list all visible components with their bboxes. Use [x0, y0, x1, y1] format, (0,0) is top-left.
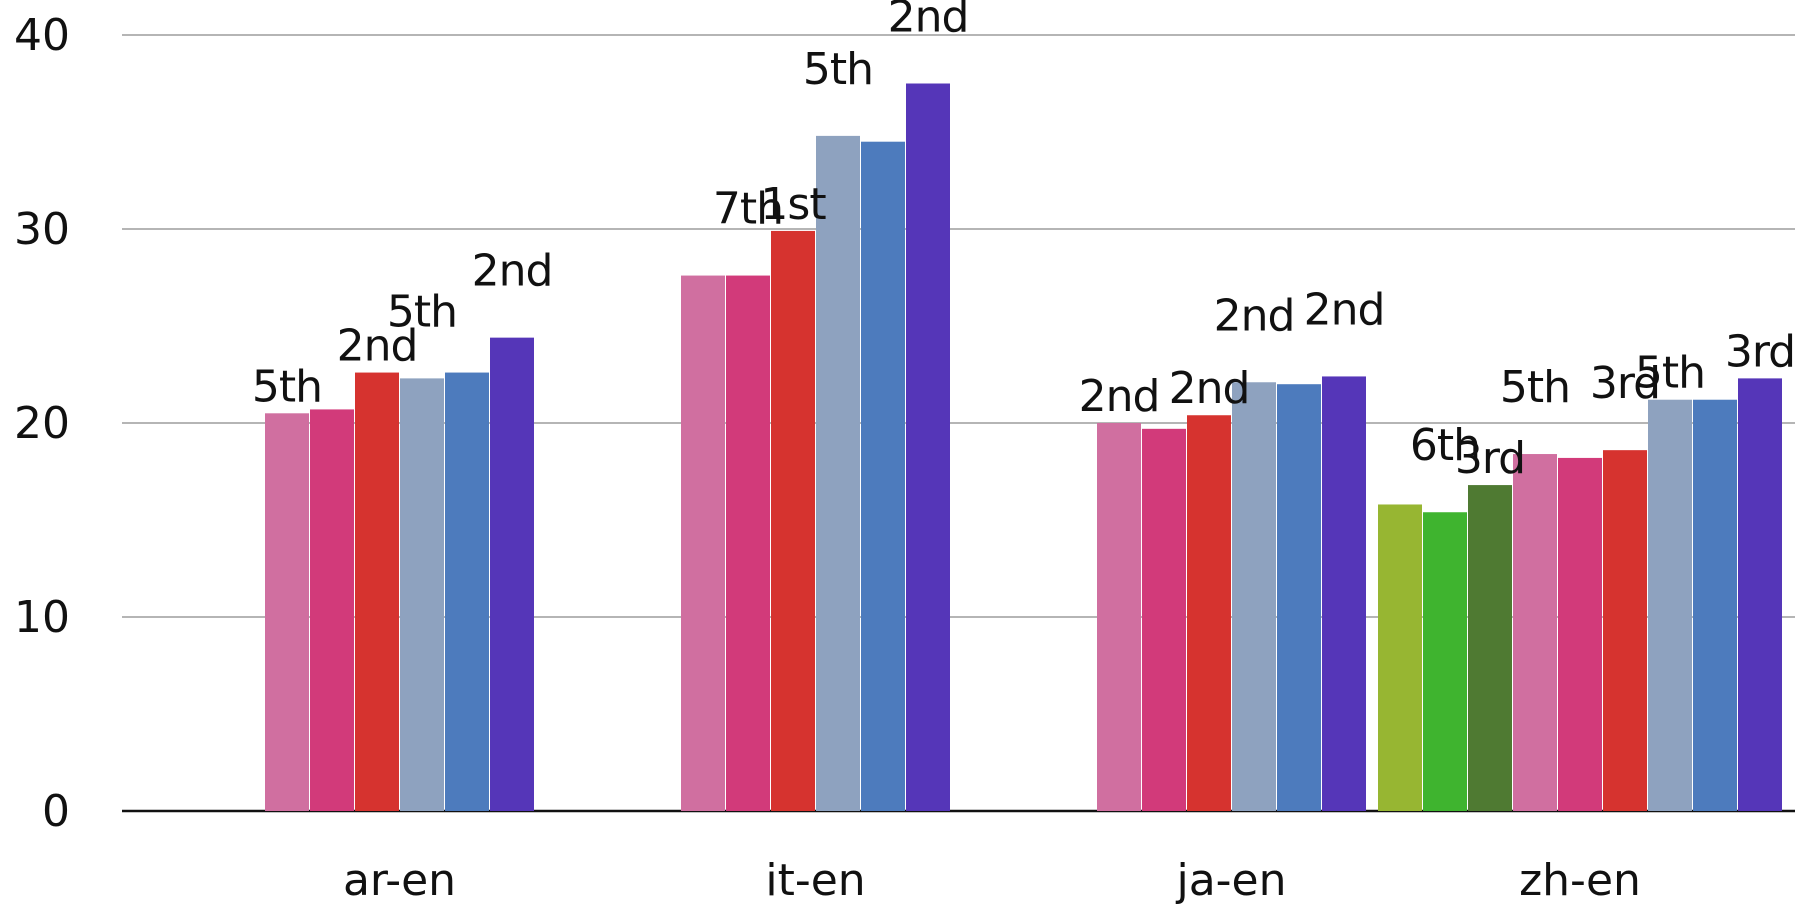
x-category-label: ja-en: [1175, 855, 1286, 906]
bar: [861, 141, 905, 811]
x-category-label: it-en: [765, 855, 865, 906]
bar: [1142, 428, 1186, 811]
bar-data-label: 2nd: [1214, 290, 1295, 341]
y-tick-label: 20: [14, 398, 70, 449]
bar-data-label: 7th: [713, 184, 783, 235]
y-axis-ticks: 0 10 20 30 40: [14, 10, 70, 837]
bar: [816, 135, 860, 811]
bar: [1322, 376, 1366, 811]
bar: [1468, 485, 1512, 811]
bar: [1187, 415, 1231, 811]
bar-data-label: 2nd: [1304, 284, 1385, 335]
bar-data-label: 5th: [1500, 362, 1570, 413]
bar: [1277, 384, 1321, 811]
bar: [681, 275, 725, 811]
bar: [265, 413, 309, 811]
bar-data-label: 1st: [760, 179, 826, 230]
bar: [1648, 399, 1692, 811]
bar: [445, 372, 489, 811]
bar: [1097, 423, 1141, 811]
y-tick-label: 10: [14, 592, 70, 643]
bar-data-label: 5th: [387, 286, 457, 337]
x-category-label: ar-en: [343, 855, 456, 906]
bar-data-label: 2nd: [472, 246, 553, 297]
bar-data-label: 6th: [1410, 420, 1480, 471]
bar: [310, 409, 354, 811]
y-tick-label: 0: [42, 786, 70, 837]
bar: [1558, 457, 1602, 811]
bar: [1423, 512, 1467, 811]
bar: [400, 378, 444, 811]
bar: [1693, 399, 1737, 811]
bar-data-label: 3rd: [1455, 433, 1525, 484]
bar-data-label: 5th: [803, 44, 873, 95]
bar: [726, 275, 770, 811]
y-tick-label: 40: [14, 10, 70, 61]
bar: [1378, 504, 1422, 811]
bar: [355, 372, 399, 811]
bars-layer: [265, 83, 1782, 811]
bar-data-label: 3rd: [1590, 358, 1660, 409]
bar-data-label: 3rd: [1725, 326, 1795, 377]
bar-data-label: 2nd: [888, 0, 969, 43]
x-axis-categories: ar-en it-en ja-en zh-en: [343, 855, 1641, 906]
bar: [771, 230, 815, 811]
bar-data-label: 2nd: [1079, 371, 1160, 422]
bar: [490, 337, 534, 811]
bar: [1603, 450, 1647, 811]
bar: [906, 83, 950, 811]
bar-data-label: 2nd: [337, 321, 418, 372]
bar: [1232, 382, 1276, 811]
bar: [1513, 454, 1557, 811]
bar-data-label: 2nd: [1169, 363, 1250, 414]
y-tick-label: 30: [14, 204, 70, 255]
bar-data-label: 5th: [252, 361, 322, 412]
x-category-label: zh-en: [1519, 855, 1641, 906]
bar-data-label: 5th: [1635, 348, 1705, 399]
bar: [1738, 378, 1782, 811]
